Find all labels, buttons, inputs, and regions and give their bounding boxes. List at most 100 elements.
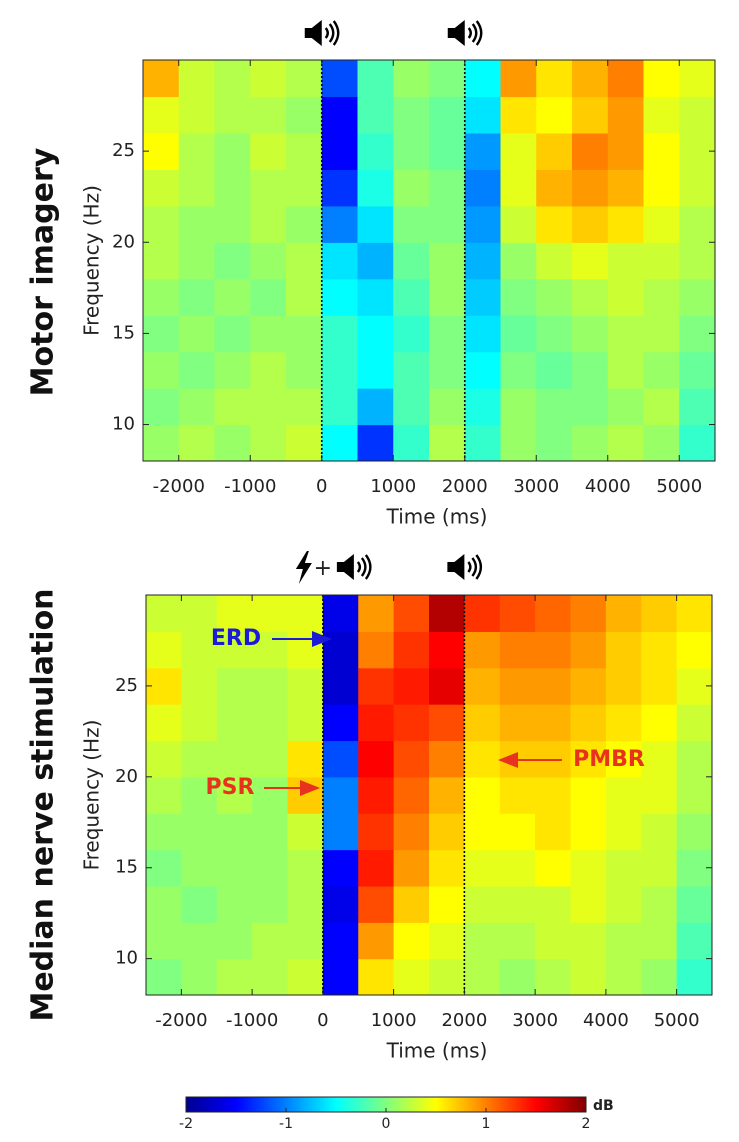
heatmap-cell <box>641 922 678 960</box>
heatmap-cell <box>572 278 609 316</box>
heatmap-cell <box>143 388 180 426</box>
heatmap-cell <box>357 60 394 98</box>
heatmap-cell <box>641 776 678 814</box>
heatmap-cell <box>536 60 573 98</box>
heatmap-cell <box>679 278 715 316</box>
speaker-wave <box>324 27 329 39</box>
heatmap-cell <box>214 388 251 426</box>
heatmap-cell <box>535 813 572 851</box>
heatmap-cell <box>536 351 573 389</box>
y-tick-label: 15 <box>112 322 135 343</box>
heatmap-cell <box>286 424 323 461</box>
x-tick-label: 4000 <box>583 1010 629 1031</box>
heatmap-cell <box>214 242 251 280</box>
speaker-icon <box>447 554 483 580</box>
x-tick-label: 5000 <box>656 476 702 497</box>
heatmap-cell <box>181 922 218 960</box>
y-tick-label: 15 <box>115 857 138 878</box>
heatmap-cell <box>429 205 466 243</box>
heatmap-cell <box>570 704 607 742</box>
x-tick-label: 1000 <box>371 1010 417 1031</box>
heatmap-cell <box>393 704 430 742</box>
colorbar-tick-label: 1 <box>482 1116 491 1132</box>
heatmap-cell <box>464 595 501 632</box>
heatmap-cell <box>429 958 465 995</box>
heatmap-cell <box>641 667 678 705</box>
heatmap-cell <box>358 885 395 923</box>
heatmap-cell <box>676 740 712 778</box>
heatmap-cell <box>143 242 180 280</box>
speaker-wave <box>467 27 472 39</box>
heatmap-cell <box>607 278 645 316</box>
heatmap-cell <box>357 388 394 426</box>
heatmap-cell <box>321 169 359 207</box>
heatmap-cell <box>214 424 251 461</box>
y-tick-label: 25 <box>112 140 135 161</box>
heatmap-cell <box>605 740 642 778</box>
heatmap-cell <box>178 424 216 461</box>
heatmap-cell <box>146 885 182 923</box>
heatmap <box>146 595 712 995</box>
heatmap-cell <box>250 96 287 134</box>
speaker-wave <box>471 23 478 43</box>
heatmap-cell <box>536 424 573 461</box>
heatmap-cell <box>143 205 180 243</box>
heatmap-cell <box>607 388 645 426</box>
heatmap-cell <box>607 315 645 353</box>
heatmap-cell <box>321 242 359 280</box>
speaker-wave <box>471 557 478 577</box>
heatmap-cell <box>429 849 465 887</box>
heatmap-cell <box>607 169 645 207</box>
heatmap-cell <box>216 704 253 742</box>
heatmap-cell <box>464 958 501 995</box>
heatmap-cell <box>393 631 430 669</box>
heatmap-cell <box>358 813 395 851</box>
heatmap-cell <box>393 922 430 960</box>
heatmap-cell <box>358 740 395 778</box>
heatmap-cell <box>252 631 289 669</box>
heatmap-cell <box>464 96 502 134</box>
heatmap-cell <box>322 667 359 705</box>
heatmap-cell <box>500 315 537 353</box>
heatmap-cell <box>357 132 394 170</box>
heatmap-cell <box>464 776 501 814</box>
heatmap-cell <box>216 776 253 814</box>
heatmap-cell <box>676 704 712 742</box>
heatmap-cell <box>500 242 537 280</box>
heatmap-cell <box>181 776 218 814</box>
heatmap-cell <box>643 169 680 207</box>
heatmap-cell <box>499 595 536 632</box>
heatmap-cell <box>216 667 253 705</box>
heatmap-cell <box>357 351 394 389</box>
heatmap-cell <box>607 205 645 243</box>
heatmap-cell <box>643 278 680 316</box>
heatmap-cell <box>676 631 712 669</box>
heatmap-cell <box>143 169 180 207</box>
heatmap-cell <box>429 922 465 960</box>
heatmap-cell <box>676 958 712 995</box>
heatmap-cell <box>146 776 182 814</box>
heatmap-cell <box>429 740 465 778</box>
heatmap-cell <box>643 96 680 134</box>
heatmap-cell <box>679 388 715 426</box>
heatmap-cell <box>429 132 466 170</box>
heatmap-cell <box>535 922 572 960</box>
heatmap-cell <box>536 205 573 243</box>
speaker-wave <box>360 557 367 577</box>
heatmap-cell <box>679 60 715 98</box>
heatmap-cell <box>500 388 537 426</box>
heatmap-cell <box>146 704 182 742</box>
speaker-wave <box>328 23 335 43</box>
heatmap-cell <box>252 849 289 887</box>
heatmap-cell <box>216 595 253 632</box>
heatmap-cell <box>643 424 680 461</box>
heatmap-cell <box>605 922 642 960</box>
heatmap-cell <box>572 132 609 170</box>
heatmap-cell <box>570 958 607 995</box>
heatmap-cell <box>146 922 182 960</box>
heatmap-cell <box>535 740 572 778</box>
heatmap-cell <box>250 388 287 426</box>
heatmap-cell <box>500 132 537 170</box>
heatmap-cell <box>607 132 645 170</box>
heatmap-cell <box>500 169 537 207</box>
